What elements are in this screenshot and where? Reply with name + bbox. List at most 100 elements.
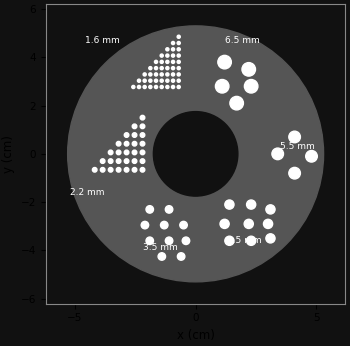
Circle shape (154, 85, 158, 89)
Circle shape (266, 234, 275, 243)
Y-axis label: y (cm): y (cm) (2, 135, 15, 173)
Circle shape (182, 237, 190, 245)
Circle shape (132, 167, 137, 172)
Circle shape (272, 148, 284, 160)
Circle shape (140, 167, 145, 172)
Circle shape (160, 54, 163, 57)
Circle shape (132, 142, 137, 146)
Circle shape (140, 124, 145, 129)
Circle shape (166, 54, 169, 57)
Circle shape (172, 79, 175, 82)
Circle shape (108, 150, 113, 155)
Circle shape (165, 237, 173, 245)
Circle shape (165, 206, 173, 213)
Circle shape (140, 115, 145, 120)
Circle shape (140, 159, 145, 163)
Circle shape (138, 85, 141, 89)
Circle shape (246, 200, 256, 209)
Circle shape (154, 79, 158, 82)
Circle shape (132, 133, 137, 137)
Text: 6.5 mm: 6.5 mm (225, 36, 259, 45)
Circle shape (161, 221, 168, 229)
Circle shape (68, 26, 324, 282)
Circle shape (166, 79, 169, 82)
Circle shape (143, 73, 146, 76)
Circle shape (116, 167, 121, 172)
Circle shape (140, 142, 145, 146)
Circle shape (149, 73, 152, 76)
Circle shape (132, 150, 137, 155)
X-axis label: x (cm): x (cm) (177, 329, 215, 342)
Circle shape (242, 63, 256, 76)
Circle shape (149, 79, 152, 82)
Circle shape (220, 219, 229, 228)
Circle shape (146, 206, 154, 213)
Circle shape (177, 48, 180, 51)
Circle shape (177, 66, 180, 70)
Circle shape (108, 167, 113, 172)
Circle shape (146, 237, 154, 245)
Circle shape (140, 133, 145, 137)
Circle shape (177, 85, 180, 89)
Circle shape (149, 66, 152, 70)
Circle shape (172, 48, 175, 51)
Circle shape (166, 66, 169, 70)
Circle shape (177, 42, 180, 45)
Circle shape (215, 80, 229, 93)
Circle shape (177, 35, 180, 38)
Circle shape (143, 79, 146, 82)
Circle shape (177, 54, 180, 57)
Circle shape (140, 150, 145, 155)
Circle shape (177, 60, 180, 63)
Circle shape (230, 97, 243, 110)
Circle shape (116, 142, 121, 146)
Circle shape (289, 131, 300, 143)
Circle shape (141, 221, 149, 229)
Circle shape (166, 73, 169, 76)
Circle shape (266, 205, 275, 214)
Circle shape (143, 85, 146, 89)
Text: 2.2 mm: 2.2 mm (70, 188, 105, 197)
Circle shape (246, 236, 256, 245)
Circle shape (172, 42, 175, 45)
Circle shape (108, 159, 113, 163)
Circle shape (160, 66, 163, 70)
Circle shape (154, 66, 158, 70)
Circle shape (100, 159, 105, 163)
Circle shape (124, 150, 129, 155)
Text: 4.5 mm: 4.5 mm (227, 236, 262, 245)
Circle shape (180, 221, 187, 229)
Circle shape (225, 200, 234, 209)
Circle shape (100, 167, 105, 172)
Text: 5.5 mm: 5.5 mm (280, 142, 315, 151)
Circle shape (166, 85, 169, 89)
Circle shape (132, 85, 135, 89)
Text: 3.5 mm: 3.5 mm (142, 244, 177, 253)
Circle shape (153, 112, 238, 196)
Circle shape (124, 159, 129, 163)
Circle shape (172, 85, 175, 89)
Circle shape (158, 253, 166, 260)
Circle shape (116, 150, 121, 155)
Circle shape (172, 73, 175, 76)
Circle shape (306, 151, 317, 162)
Circle shape (177, 73, 180, 76)
Circle shape (225, 236, 234, 245)
Circle shape (132, 124, 137, 129)
Circle shape (124, 167, 129, 172)
Circle shape (218, 55, 231, 69)
Circle shape (124, 133, 129, 137)
Circle shape (172, 66, 175, 70)
Circle shape (177, 253, 185, 260)
Circle shape (166, 48, 169, 51)
Circle shape (177, 79, 180, 82)
Circle shape (132, 159, 137, 163)
Circle shape (154, 73, 158, 76)
Circle shape (289, 167, 300, 179)
Circle shape (172, 54, 175, 57)
Text: 1.6 mm: 1.6 mm (85, 36, 119, 45)
Circle shape (160, 73, 163, 76)
Circle shape (160, 79, 163, 82)
Circle shape (160, 85, 163, 89)
Circle shape (160, 60, 163, 63)
